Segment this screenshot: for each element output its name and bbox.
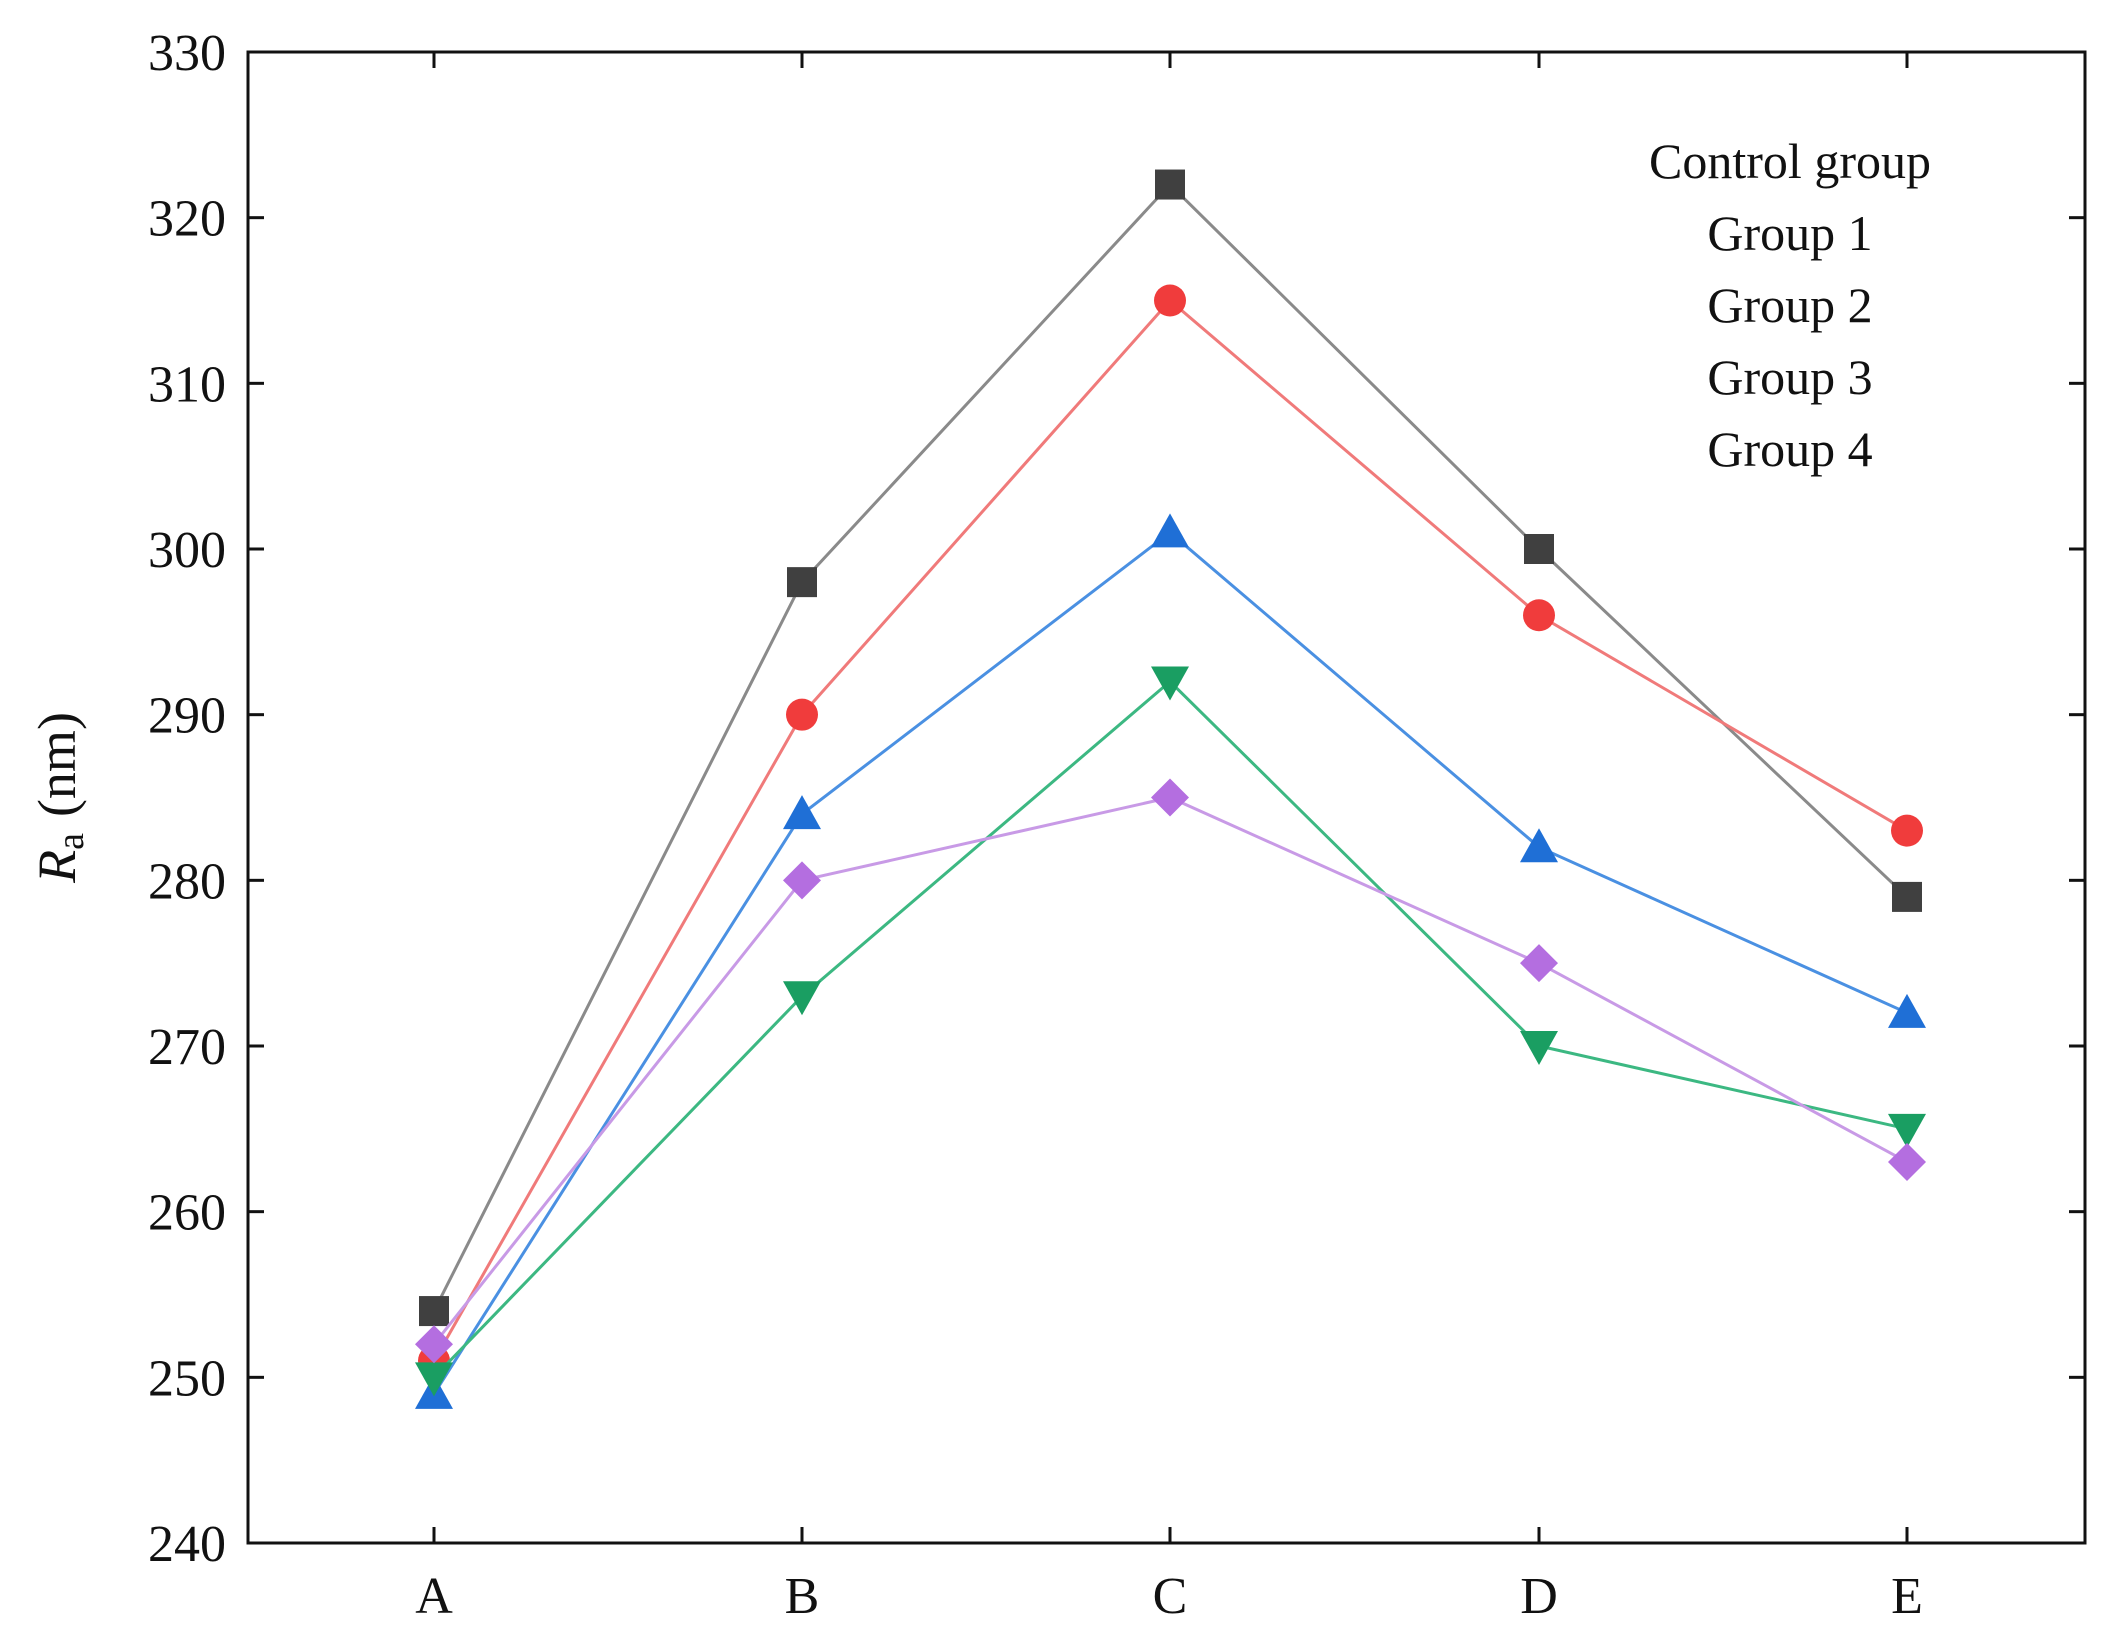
series-group-4 — [415, 778, 1926, 1364]
data-point-group-1 — [1891, 814, 1923, 847]
y-tick-label: 290 — [148, 688, 226, 745]
data-point-group-4 — [415, 1325, 453, 1364]
y-tick-label: 320 — [148, 191, 226, 248]
data-point-control-group — [1155, 169, 1185, 200]
x-axis: A B C D E — [415, 52, 1923, 1625]
y-tick-label: 260 — [148, 1185, 226, 1242]
data-point-group-2 — [1151, 513, 1189, 548]
series-line-group-2 — [432, 530, 1908, 1395]
legend-entry-label: Group 3 — [1707, 349, 1872, 405]
series-line-control-group — [432, 182, 1909, 1312]
data-point-group-3 — [415, 1362, 453, 1397]
data-point-control-group — [1892, 881, 1922, 912]
data-point-group-3 — [783, 981, 821, 1016]
data-point-group-2 — [783, 795, 821, 830]
y-tick-label: 270 — [148, 1019, 226, 1076]
legend-entry-label: Control group — [1649, 133, 1931, 189]
x-tick-label: D — [1520, 1568, 1558, 1625]
legend-entry-label: Group 2 — [1707, 277, 1872, 333]
y-axis-title-subscript: a — [50, 833, 92, 850]
series-control-group — [419, 169, 1922, 1327]
y-tick-label: 300 — [148, 522, 226, 579]
y-axis-title: Ra (nm) — [27, 712, 92, 884]
data-point-group-1 — [1154, 284, 1186, 317]
series-group-1 — [418, 284, 1923, 1377]
y-tick-label: 310 — [148, 356, 226, 413]
y-axis: 240 250 260 270 280 290 300 310 320 330 — [148, 25, 2085, 1573]
data-point-group-4 — [1888, 1142, 1926, 1181]
x-tick-label: E — [1891, 1568, 1923, 1625]
data-point-group-3 — [1520, 1031, 1558, 1065]
series-line-group-4 — [432, 795, 1908, 1346]
y-tick-label: 280 — [148, 853, 226, 910]
data-point-group-3 — [1888, 1113, 1926, 1148]
data-point-group-2 — [1888, 993, 1926, 1028]
data-point-group-4 — [1520, 944, 1558, 983]
data-point-group-3 — [1151, 666, 1189, 701]
data-point-control-group — [787, 567, 817, 598]
data-point-group-1 — [786, 698, 818, 731]
x-tick-label: C — [1153, 1568, 1188, 1625]
series-layer — [415, 169, 1926, 1409]
x-tick-label: A — [415, 1568, 453, 1625]
legend-entry-label: Group 1 — [1707, 205, 1872, 261]
data-point-group-2 — [1520, 828, 1558, 863]
plot-frame — [246, 50, 2087, 1545]
data-point-group-4 — [1151, 778, 1189, 817]
legend: Control group Group 1 Group 2 Group 3 Group … — [1649, 133, 1931, 477]
data-point-group-4 — [783, 861, 821, 900]
x-tick-label: B — [785, 1568, 820, 1625]
series-line-group-1 — [432, 298, 1908, 1362]
y-tick-label: 330 — [148, 25, 226, 82]
data-point-control-group — [1524, 534, 1554, 564]
series-group-3 — [415, 666, 1926, 1397]
y-axis-title-unit: (nm) — [27, 712, 87, 817]
y-tick-label: 240 — [148, 1516, 226, 1573]
data-point-group-1 — [1523, 599, 1555, 632]
series-group-2 — [415, 513, 1926, 1409]
legend-entry-label: Group 4 — [1707, 421, 1872, 477]
y-tick-label: 250 — [148, 1350, 226, 1407]
y-axis-title-symbol: R — [27, 850, 87, 884]
data-point-control-group — [419, 1296, 449, 1327]
